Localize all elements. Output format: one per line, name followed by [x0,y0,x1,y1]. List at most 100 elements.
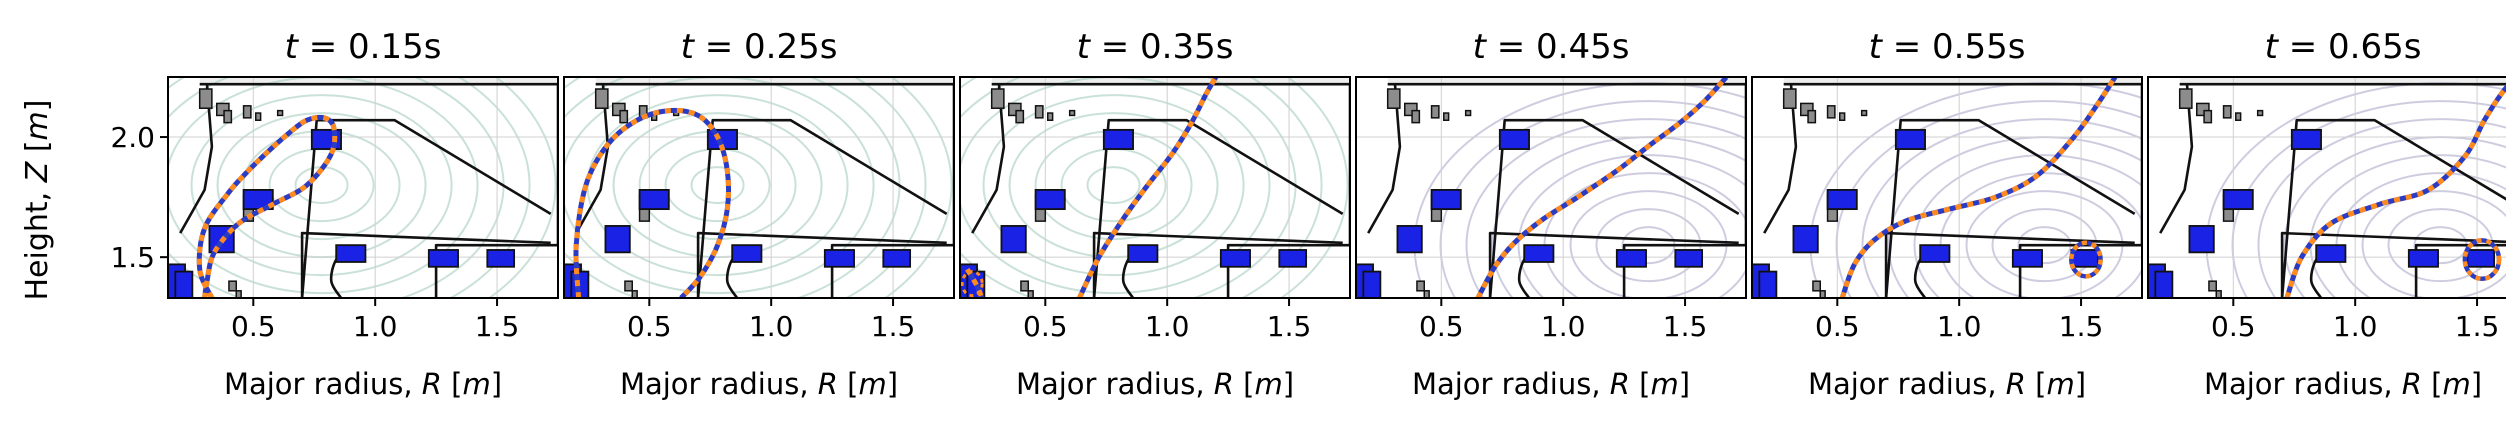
flux-contour-line [1517,154,1746,298]
separatrix-dashed [1475,77,1729,298]
x-axis-label: Major radius, R [m] [2204,367,2482,401]
passive-structure [1839,112,1846,121]
coil [1219,249,1251,268]
divertor-lower [300,231,551,298]
divertor-upper [1092,118,1344,298]
axes-frame [167,76,559,299]
inner-leg [1763,84,1798,234]
x-tick-label: 1.0 [1145,310,1190,343]
flux-contour-line [982,94,1245,277]
coil [1615,249,1647,268]
divertor-upper [696,118,948,298]
passive-structure [1047,112,1054,121]
flux-contour-line [487,77,557,298]
passive-structure [2222,105,2232,119]
flux-contour-line [564,77,927,298]
x-tick-label: 1.5 [871,310,916,343]
chart-panel: 0.5 1.0 1.5 Major radius, R [m] t = 0.25s [563,27,955,401]
chart-title: t = 0.55s [1869,27,2026,67]
passive-structure [1430,105,1440,119]
y-tick-label: 1.5 [110,241,155,274]
passive-structure [2235,112,2242,121]
coil [2154,270,2174,298]
inner-leg [1367,84,1402,234]
flux-contour-line [883,77,953,298]
separatrix-dashed [1839,77,2118,298]
x-axis-label: Major radius, R [m] [1412,367,1690,401]
panels: 0.5 1.0 1.5 2.0 1.5 Major radius, R [m] t = 0.… [110,27,2506,401]
divertor-upper [1488,118,1740,298]
flux-contour-line [960,77,1323,298]
passive-structure [1464,109,1472,117]
passive-structure [228,280,237,292]
plot-body [2148,77,2506,298]
coil [604,225,631,254]
x-axis-label: Major radius, R [m] [224,367,502,401]
flux-contour-line [1279,77,1349,298]
passive-structure [1034,105,1044,119]
divertor-upper [300,118,552,298]
passive-structure [2215,290,2222,298]
flux-contour-line [1439,100,1746,298]
coil [2315,244,2347,263]
divertor-lower [1092,231,1343,298]
passive-structure [1812,280,1821,292]
inner-leg [575,84,610,234]
x-tick-label: 0.5 [1815,310,1860,343]
coil [1127,244,1159,263]
x-tick-label: 0.5 [1023,310,1068,343]
flux-contour-line [190,94,453,277]
separatrix-dashed [1077,77,1219,298]
chart-panel: 0.5 1.0 1.5 Major radius, R [m] t = 0.65s [2147,27,2506,401]
coil [174,270,194,298]
axes-frame [1355,76,1747,299]
x-tick-label: 1.0 [353,310,398,343]
coil [1674,249,1704,268]
chart-title: t = 0.25s [681,27,838,67]
x-tick-label: 0.5 [627,310,672,343]
x-tick-label: 1.5 [1267,310,1312,343]
coil [1792,225,1819,254]
passive-structure [235,290,242,298]
passive-structure [1807,109,1817,124]
y-axis-label: Height, Z [m] [20,99,55,300]
flux-contour-line [1835,100,2142,298]
x-tick-label: 1.5 [1663,310,1708,343]
x-tick-label: 0.5 [1419,310,1464,343]
coil [2290,128,2322,150]
coil [2407,249,2439,268]
passive-structure [1416,280,1425,292]
axes-frame [2147,76,2506,299]
coil [882,249,912,268]
x-tick-label: 1.0 [1937,310,1982,343]
coil [638,189,670,211]
passive-structure [2256,109,2264,117]
coil [2466,249,2496,268]
coil [335,244,367,263]
coil [2011,249,2043,268]
passive-structure [1826,105,1836,119]
passive-structure [1020,280,1029,292]
island-dashed [2462,238,2502,282]
passive-structure [594,88,609,109]
passive-structure [242,105,252,119]
passive-structure [276,109,284,117]
flux-contour-line [690,166,745,205]
chart-title: t = 0.15s [285,27,442,67]
passive-structure [255,112,262,121]
chart-panel: 0.5 1.0 1.5 Major radius, R [m] t = 0.35s [959,27,1351,401]
passive-structure [631,290,638,298]
wall-shade [2148,77,2506,85]
x-axis-label: Major radius, R [m] [1808,367,2086,401]
coil [2188,225,2215,254]
plot-body [960,77,1350,298]
coil [1430,189,1462,211]
x-tick-label: 1.5 [2455,310,2500,343]
axes-frame [1751,76,2143,299]
separatrix-dashed [196,114,338,298]
inner-leg [971,84,1006,234]
passive-structure [1423,290,1430,298]
flux-contour-line [1913,154,2142,298]
coil [2070,249,2100,268]
